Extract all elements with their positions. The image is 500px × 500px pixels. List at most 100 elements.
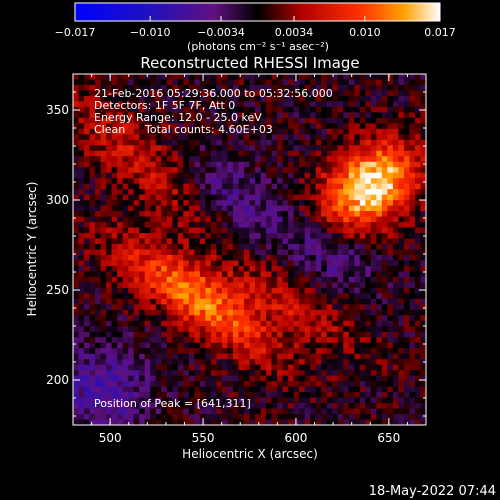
heatmap-cell [348,271,355,278]
heatmap-cell [376,254,383,261]
heatmap-cell [332,222,339,228]
heatmap-cell [392,337,399,344]
heatmap-cell [210,419,217,425]
heatmap-cell [166,200,173,207]
heatmap-cell [166,211,173,217]
heatmap-cell [365,84,372,91]
heatmap-cell [161,211,168,217]
heatmap-cell [343,145,350,152]
heatmap-cell [387,265,394,272]
heatmap-cell [376,342,383,349]
heatmap-cell [277,84,283,91]
heatmap-cell [293,211,300,217]
heatmap-cell [337,183,344,190]
heatmap-cell [243,74,250,80]
heatmap-cell [403,95,410,102]
heatmap-cell [100,227,107,234]
heatmap-cell [199,167,206,174]
heatmap-cell [387,403,394,409]
heatmap-cell [321,370,328,377]
heatmap-cell [172,282,179,289]
heatmap-cell [299,342,306,349]
heatmap-cell [392,172,399,179]
heatmap-cell [210,254,217,261]
heatmap-cell [260,397,267,404]
heatmap-cell [95,386,101,393]
heatmap-cell [293,233,300,239]
heatmap-cell [277,227,283,234]
heatmap-cell [403,254,410,261]
heatmap-cell [255,139,261,146]
heatmap-cell [166,161,173,168]
heatmap-cell [299,304,306,311]
heatmap-cell [365,265,372,272]
heatmap-cell [403,293,410,300]
heatmap-cell [266,200,272,207]
heatmap-cell [166,244,173,250]
heatmap-cell [221,106,228,113]
heatmap-cell [255,74,261,80]
heatmap-cell [332,392,339,398]
heatmap-cell [243,134,250,141]
heatmap-cell [282,370,289,377]
heatmap-cell [255,276,261,283]
heatmap-cell [370,414,377,420]
heatmap-cell [205,134,212,141]
heatmap-cell [359,397,366,404]
heatmap-cell [255,315,261,322]
heatmap-cell [266,79,272,86]
heatmap-cell [188,359,195,366]
heatmap-cell [376,249,383,256]
heatmap-cell [84,408,90,415]
heatmap-cell [249,189,256,196]
heatmap-cell [343,260,350,267]
heatmap-cell [128,79,135,86]
heatmap-cell [78,145,85,152]
heatmap-cell [78,364,85,371]
heatmap-cell [150,403,157,409]
heatmap-cell [73,309,79,316]
heatmap-cell [293,348,300,355]
heatmap-cell [277,139,283,146]
heatmap-cell [398,326,405,333]
heatmap-cell [398,282,405,289]
heatmap-cell [288,123,295,130]
heatmap-cell [376,117,383,124]
heatmap-cell [161,194,168,201]
heatmap-cell [238,353,245,360]
heatmap-cell [84,249,90,256]
heatmap-cell [89,342,96,349]
heatmap-cell [409,123,416,130]
heatmap-cell [194,260,201,267]
heatmap-cell [177,211,184,217]
heatmap-cell [332,326,339,333]
heatmap-cell [150,123,157,130]
heatmap-cell [288,90,295,97]
heatmap-cell [326,123,333,130]
heatmap-cell [238,359,245,366]
heatmap-cell [354,150,361,157]
heatmap-cell [365,183,372,190]
heatmap-cell [260,183,267,190]
heatmap-cell [106,309,113,316]
heatmap-cell [232,337,239,344]
heatmap-cell [271,249,278,256]
heatmap-cell [354,123,361,130]
heatmap-cell [310,216,317,223]
heatmap-cell [337,90,344,97]
heatmap-cell [370,315,377,322]
heatmap-cell [210,408,217,415]
heatmap-cell [293,167,300,174]
heatmap-cell [166,386,173,393]
heatmap-cell [315,381,322,388]
heatmap-cell [188,205,195,212]
heatmap-cell [249,282,256,289]
heatmap-cell [354,233,361,239]
heatmap-cell [414,233,421,239]
heatmap-cell [370,112,377,119]
heatmap-cell [381,337,388,344]
heatmap-cell [277,211,283,217]
heatmap-cell [227,205,234,212]
heatmap-cell [221,194,228,201]
heatmap-cell [271,287,278,294]
